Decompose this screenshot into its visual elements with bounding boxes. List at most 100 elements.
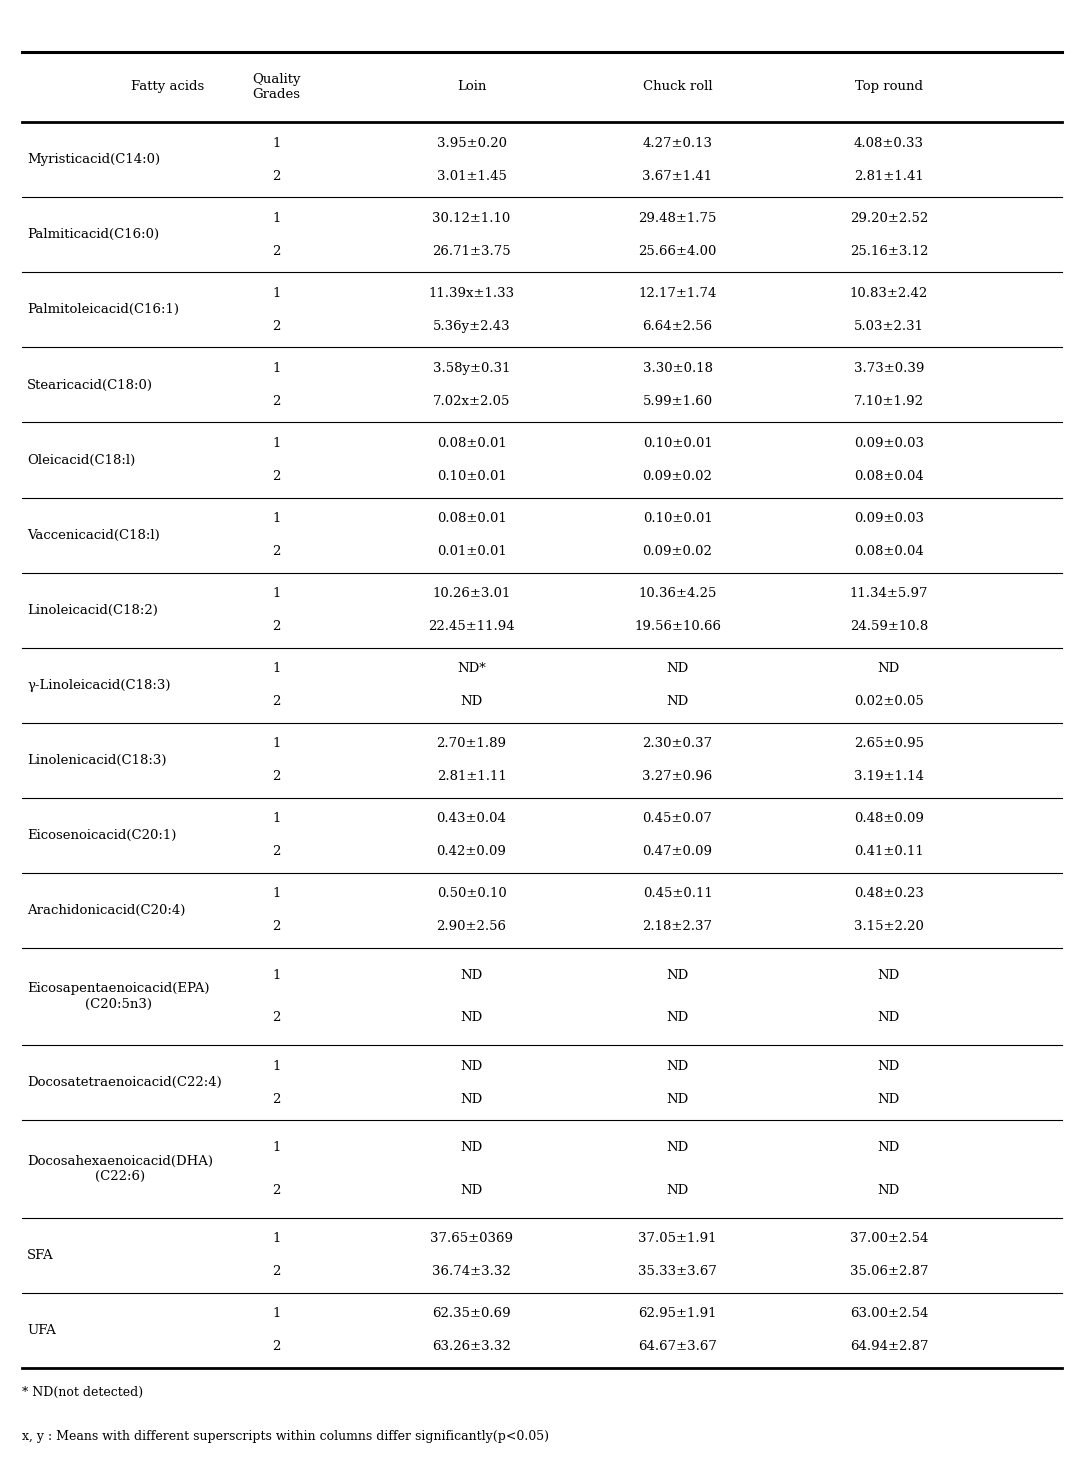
Text: 26.71±3.75: 26.71±3.75 [433,245,511,258]
Text: 0.48±0.09: 0.48±0.09 [854,812,924,825]
Text: 2: 2 [272,1265,281,1278]
Text: 2: 2 [272,1184,281,1197]
Text: 5.03±2.31: 5.03±2.31 [854,320,924,333]
Text: 1: 1 [272,1307,281,1321]
Text: 1: 1 [272,887,281,901]
Text: ND: ND [878,662,900,675]
Text: 3.95±0.20: 3.95±0.20 [437,137,506,150]
Text: ND: ND [667,662,688,675]
Text: 0.01±0.01: 0.01±0.01 [437,545,506,559]
Text: Quality
Grades: Quality Grades [253,74,300,100]
Text: 12.17±1.74: 12.17±1.74 [638,287,717,299]
Text: 64.67±3.67: 64.67±3.67 [638,1340,717,1353]
Text: Eicosapentaenoicacid(EPA)
(C20:5n3): Eicosapentaenoicacid(EPA) (C20:5n3) [27,983,209,1011]
Text: Linolenicacid(C18:3): Linolenicacid(C18:3) [27,753,167,766]
Text: 0.42±0.09: 0.42±0.09 [437,845,506,858]
Text: Docosatetraenoicacid(C22:4): Docosatetraenoicacid(C22:4) [27,1076,222,1089]
Text: 2: 2 [272,395,281,408]
Text: 19.56±10.66: 19.56±10.66 [634,621,721,632]
Text: ND: ND [878,968,900,982]
Text: γ-Linoleicacid(C18:3): γ-Linoleicacid(C18:3) [27,678,170,691]
Text: 2: 2 [272,621,281,632]
Text: 22.45±11.94: 22.45±11.94 [428,621,515,632]
Text: 0.08±0.01: 0.08±0.01 [437,436,506,450]
Text: 2.81±1.41: 2.81±1.41 [854,170,924,183]
Text: 1: 1 [272,137,281,150]
Text: 0.45±0.07: 0.45±0.07 [643,812,712,825]
Text: Fatty acids: Fatty acids [131,81,205,93]
Text: ND*: ND* [457,662,486,675]
Text: 3.15±2.20: 3.15±2.20 [854,920,924,933]
Text: 4.27±0.13: 4.27±0.13 [643,137,712,150]
Text: ND: ND [461,1011,482,1024]
Text: 1: 1 [272,1232,281,1246]
Text: 2: 2 [272,1092,281,1106]
Text: 0.50±0.10: 0.50±0.10 [437,887,506,901]
Text: SFA: SFA [27,1248,54,1262]
Text: ND: ND [461,1141,482,1154]
Text: 0.02±0.05: 0.02±0.05 [854,696,924,708]
Text: * ND(not detected): * ND(not detected) [22,1386,143,1399]
Text: 63.26±3.32: 63.26±3.32 [433,1340,511,1353]
Text: Eicosenoicacid(C20:1): Eicosenoicacid(C20:1) [27,828,177,842]
Text: 64.94±2.87: 64.94±2.87 [850,1340,928,1353]
Text: 0.09±0.03: 0.09±0.03 [854,511,924,525]
Text: Palmiticacid(C16:0): Palmiticacid(C16:0) [27,228,159,242]
Text: ND: ND [667,1092,688,1106]
Text: 1: 1 [272,511,281,525]
Text: 2.90±2.56: 2.90±2.56 [437,920,506,933]
Text: 1: 1 [272,363,281,374]
Text: 24.59±10.8: 24.59±10.8 [850,621,928,632]
Text: 2: 2 [272,1011,281,1024]
Text: 2.70±1.89: 2.70±1.89 [437,737,506,750]
Text: ND: ND [461,1060,482,1073]
Text: 1: 1 [272,737,281,750]
Text: 0.41±0.11: 0.41±0.11 [854,845,924,858]
Text: 2: 2 [272,545,281,559]
Text: 1: 1 [272,436,281,450]
Text: 30.12±1.10: 30.12±1.10 [433,212,511,226]
Text: Stearicacid(C18:0): Stearicacid(C18:0) [27,379,153,392]
Text: 29.48±1.75: 29.48±1.75 [638,212,717,226]
Text: 0.08±0.01: 0.08±0.01 [437,511,506,525]
Text: 3.67±1.41: 3.67±1.41 [643,170,712,183]
Text: UFA: UFA [27,1324,56,1337]
Text: ND: ND [667,696,688,708]
Text: 10.36±4.25: 10.36±4.25 [638,587,717,600]
Text: 1: 1 [272,287,281,299]
Text: 1: 1 [272,212,281,226]
Text: 25.66±4.00: 25.66±4.00 [638,245,717,258]
Text: 2.65±0.95: 2.65±0.95 [854,737,924,750]
Text: Linoleicacid(C18:2): Linoleicacid(C18:2) [27,603,158,616]
Text: ND: ND [878,1011,900,1024]
Text: 6.64±2.56: 6.64±2.56 [643,320,712,333]
Text: 0.48±0.23: 0.48±0.23 [854,887,924,901]
Text: ND: ND [667,1011,688,1024]
Text: 2: 2 [272,920,281,933]
Text: 0.43±0.04: 0.43±0.04 [437,812,506,825]
Text: 29.20±2.52: 29.20±2.52 [850,212,928,226]
Text: 2: 2 [272,470,281,483]
Text: 1: 1 [272,662,281,675]
Text: 4.08±0.33: 4.08±0.33 [854,137,924,150]
Text: Arachidonicacid(C20:4): Arachidonicacid(C20:4) [27,904,185,917]
Text: 37.05±1.91: 37.05±1.91 [638,1232,717,1246]
Text: 7.02x±2.05: 7.02x±2.05 [433,395,511,408]
Text: ND: ND [878,1184,900,1197]
Text: ND: ND [667,968,688,982]
Text: 63.00±2.54: 63.00±2.54 [850,1307,928,1321]
Text: 62.95±1.91: 62.95±1.91 [638,1307,717,1321]
Text: 2: 2 [272,769,281,783]
Text: ND: ND [878,1060,900,1073]
Text: 3.19±1.14: 3.19±1.14 [854,769,924,783]
Text: 3.58y±0.31: 3.58y±0.31 [433,363,511,374]
Text: ND: ND [667,1184,688,1197]
Text: 10.26±3.01: 10.26±3.01 [433,587,511,600]
Text: ND: ND [461,968,482,982]
Text: 3.01±1.45: 3.01±1.45 [437,170,506,183]
Text: 5.99±1.60: 5.99±1.60 [643,395,712,408]
Text: Palmitoleicacid(C16:1): Palmitoleicacid(C16:1) [27,304,179,317]
Text: 3.30±0.18: 3.30±0.18 [643,363,712,374]
Text: 3.73±0.39: 3.73±0.39 [854,363,924,374]
Text: ND: ND [461,1092,482,1106]
